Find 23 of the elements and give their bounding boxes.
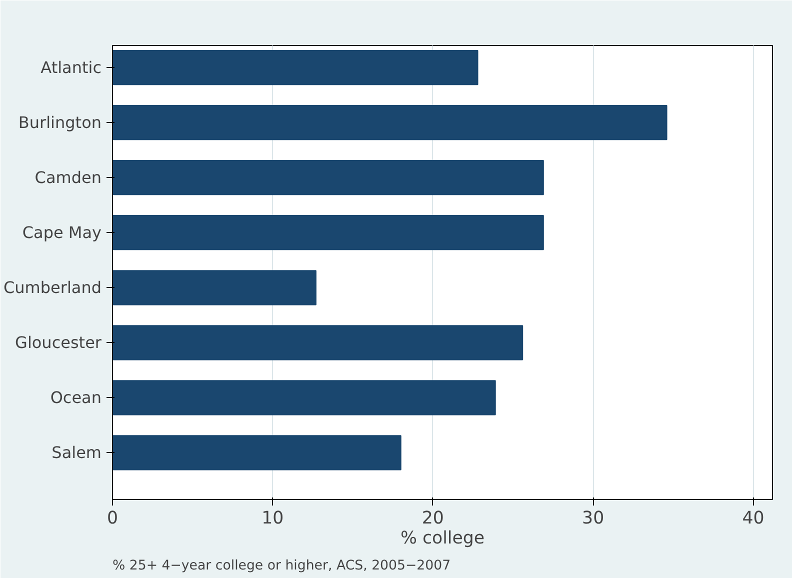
x-tick-label: 10 — [262, 508, 284, 528]
x-axis-title: % college — [400, 528, 485, 548]
x-tick-label: 20 — [422, 508, 444, 528]
x-tick-label: 40 — [742, 508, 764, 528]
bar — [112, 215, 544, 250]
y-tick-label: Burlington — [18, 113, 102, 132]
y-tick-label: Ocean — [50, 388, 102, 408]
y-tick-label: Cape May — [22, 223, 102, 242]
x-tick-label: 0 — [106, 508, 118, 528]
bar — [112, 435, 402, 470]
text: % 25+ 4−year college or higher, ACS, 2005−2007 — [112, 558, 451, 574]
bar — [112, 160, 544, 196]
bar — [112, 50, 478, 86]
bar — [112, 104, 668, 140]
y-tick-label: Atlantic — [40, 58, 102, 78]
y-tick-label: Camden — [34, 168, 102, 188]
bar — [112, 380, 496, 416]
x-tick-label: 30 — [582, 508, 604, 528]
y-tick-label: Gloucester — [15, 333, 102, 352]
bar — [112, 325, 524, 360]
bar — [112, 270, 316, 306]
y-tick-label: Salem — [52, 443, 102, 462]
y-tick-label: Cumberland — [3, 278, 102, 298]
